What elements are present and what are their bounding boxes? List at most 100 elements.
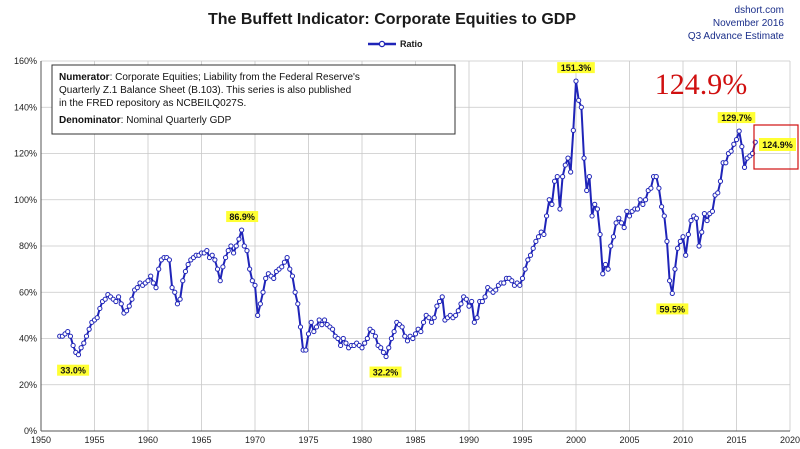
ratio-point [249, 278, 255, 284]
ratio-point [469, 298, 475, 305]
ratio-point [236, 236, 242, 242]
ratio-point [594, 206, 601, 212]
numerator-line-2: Quarterly Z.1 Balance Sheet (B.103). Thi… [59, 85, 351, 96]
ratio-point [228, 243, 234, 249]
ratio-point [640, 201, 646, 207]
ratio-point [466, 303, 472, 309]
annotation-label: 32.2% [373, 368, 399, 378]
y-tick-label: 60% [19, 287, 37, 297]
ratio-point [177, 296, 183, 302]
ratio-point [214, 266, 221, 272]
ratio-point [584, 187, 590, 194]
ratio-point [180, 278, 186, 284]
ratio-point [723, 160, 729, 166]
ratio-point [688, 217, 694, 224]
ratio-point [733, 137, 740, 143]
ratio-point [696, 243, 702, 249]
x-tick-label: 2005 [619, 435, 639, 445]
ratio-point [239, 227, 245, 233]
x-tick-label: 1955 [84, 435, 104, 445]
denominator-label: Denominator [59, 115, 121, 126]
ratio-point [667, 278, 673, 284]
annotations: 33.0% 86.9% 32.2% 151.3% 59.5% 129.7% [57, 62, 756, 378]
ratio-point [426, 315, 432, 321]
ratio-point [174, 301, 181, 307]
ratio-point [428, 319, 435, 325]
denominator-text: : Nominal Quarterly GDP [121, 115, 232, 126]
ratio-point [252, 282, 258, 288]
ratio-point [362, 340, 368, 346]
ratio-point [602, 261, 609, 268]
callout-frame [753, 124, 799, 170]
ratio-point [471, 319, 477, 325]
ratio-point [78, 345, 84, 351]
ratio-point [560, 174, 566, 180]
ratio-point [474, 315, 480, 321]
ratio-point [295, 301, 301, 307]
ratio-point [383, 353, 389, 360]
ratio-point [271, 275, 277, 281]
legend-marker [378, 40, 386, 48]
y-tick-label: 20% [19, 380, 37, 390]
ratio-point [343, 340, 349, 346]
ratio-point [675, 245, 681, 251]
x-tick-label: 2020 [780, 435, 800, 445]
ratio-point [576, 97, 582, 103]
numerator-line-3: in the FRED repository as NCBEILQ027S. [59, 98, 246, 109]
ratio-point [255, 312, 261, 318]
ratio-point [568, 169, 574, 175]
axes: 0% 20% 40% 60% 80% 100% 120% 140% 160% 1950 1955 19… [14, 56, 800, 445]
ratio-point [75, 352, 82, 358]
ratio-point [562, 162, 568, 168]
x-tick-label: 1980 [352, 435, 372, 445]
ratio-point [626, 213, 633, 219]
ratio-point [134, 285, 140, 291]
ratio-point [522, 266, 528, 272]
ratio-point [453, 312, 459, 318]
ratio-point [648, 185, 654, 191]
ratio-point [683, 252, 689, 258]
series-ratio [57, 78, 758, 360]
ratio-point [126, 303, 132, 309]
ratio-point [284, 254, 290, 261]
ratio-point [455, 308, 461, 314]
x-tick-label: 1960 [138, 435, 158, 445]
ratio-point [172, 289, 178, 295]
ratio-point [148, 273, 154, 279]
ratio-point [386, 345, 392, 351]
ratio-point [501, 280, 507, 286]
ratio-point [247, 266, 253, 272]
annotation-highlight [369, 366, 402, 378]
ratio-point [717, 178, 724, 184]
ratio-point [552, 178, 558, 184]
ratio-point [653, 174, 659, 180]
annotation-label: 59.5% [660, 304, 686, 314]
ratio-point [118, 301, 124, 307]
ratio-point [581, 155, 587, 161]
ratio-point [115, 294, 122, 300]
callout-highlight [759, 138, 796, 151]
ratio-point [257, 301, 263, 307]
ratio-point [321, 317, 328, 323]
ratio-point [608, 243, 614, 249]
ratio-point [182, 268, 189, 275]
ratio-point [217, 278, 223, 284]
ratio-point [699, 229, 705, 235]
ratio-point [145, 278, 151, 284]
ratio-point [693, 215, 699, 221]
ratio-point [592, 201, 598, 207]
ratio-point [578, 104, 584, 110]
ratio-point [150, 280, 156, 286]
ratio-point [680, 234, 686, 240]
ratio-point [233, 243, 239, 249]
ratio-point [613, 220, 619, 226]
y-tick-label: 140% [14, 102, 37, 112]
ratio-point [672, 266, 678, 272]
ratio-point [380, 349, 386, 355]
ratio-point [102, 296, 108, 302]
ratio-point [156, 266, 162, 272]
ratio-point [86, 326, 92, 332]
ratio-point [391, 328, 397, 335]
y-tick-label: 100% [14, 195, 37, 205]
